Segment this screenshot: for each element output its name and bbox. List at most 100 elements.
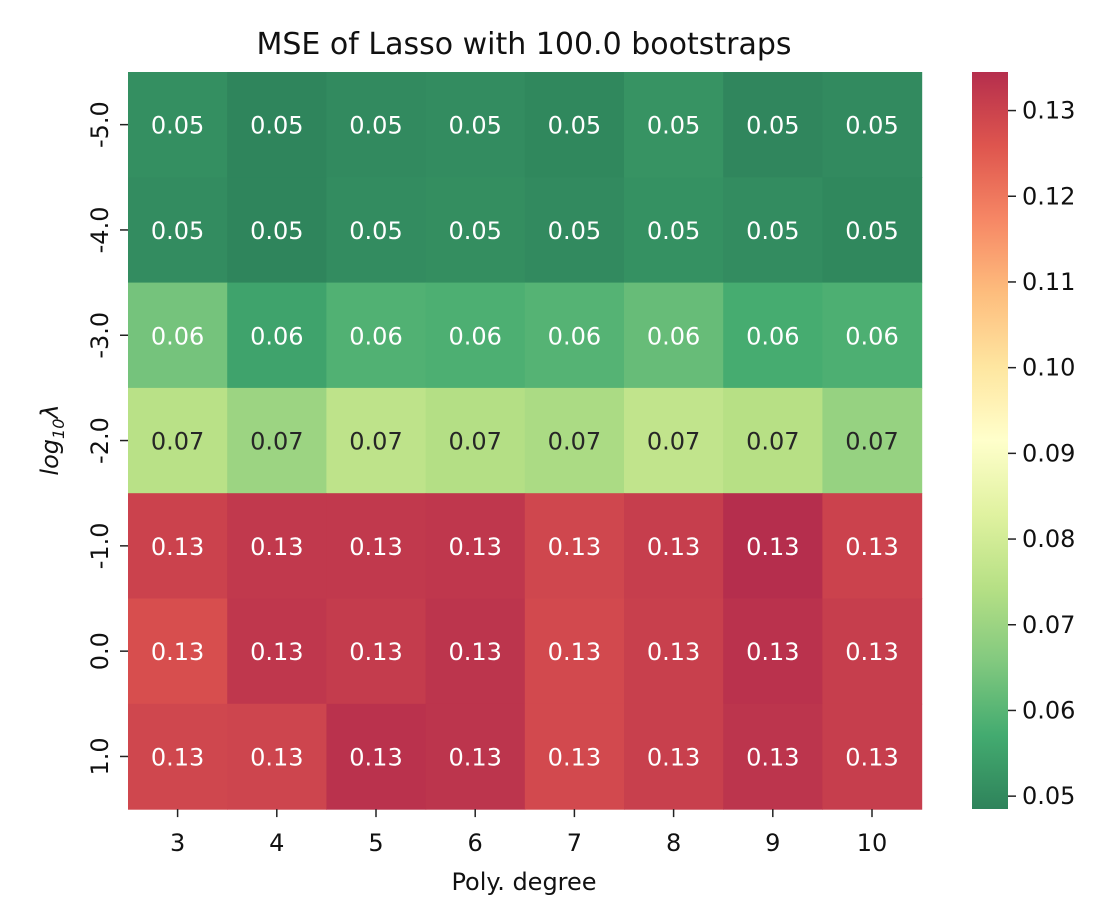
heatmap-cell [425, 703, 526, 810]
cell-value-label: 0.05 [647, 217, 700, 245]
heatmap-cell [822, 387, 923, 494]
cell-value-label: 0.07 [548, 428, 601, 456]
heatmap-cell [723, 493, 823, 600]
heatmap-cell [128, 72, 228, 178]
cell-value-label: 0.13 [647, 533, 700, 561]
colorbar-tick-label: 0.08 [1022, 525, 1075, 553]
heatmap-cell [425, 387, 526, 494]
x-tick-label: 9 [765, 829, 780, 857]
cell-value-label: 0.06 [448, 322, 501, 350]
heatmap-cell [822, 598, 923, 705]
x-axis-label: Poly. degree [451, 868, 596, 896]
x-tick-label: 10 [857, 829, 888, 857]
cell-value-label: 0.05 [746, 112, 799, 140]
cell-value-label: 0.13 [151, 533, 204, 561]
heatmap-cell [128, 598, 228, 705]
y-tick-label: 0.0 [86, 632, 114, 670]
y-tick-label: 1.0 [86, 737, 114, 775]
heatmap-cell [723, 177, 823, 284]
colorbar-tick-label: 0.07 [1022, 611, 1075, 639]
heatmap-cell [822, 703, 923, 810]
x-tick-label: 4 [269, 829, 284, 857]
heatmap-cell [227, 598, 327, 705]
cell-value-label: 0.07 [845, 428, 898, 456]
cell-value-label: 0.06 [151, 322, 204, 350]
heatmap-cell [326, 387, 427, 494]
heatmap-cell [822, 177, 923, 284]
cell-value-label: 0.05 [349, 112, 402, 140]
x-tick-label: 5 [368, 829, 383, 857]
heatmap-cell [624, 493, 724, 600]
heatmap-cell [723, 387, 823, 494]
colorbar: 0.05 0.06 0.07 0.08 0.09 0.10 0.11 0.12 0.13 [972, 72, 1075, 810]
heatmap-cell [128, 493, 228, 600]
cell-value-label: 0.05 [151, 112, 204, 140]
cell-value-label: 0.05 [647, 112, 700, 140]
heatmap-cell [227, 493, 327, 600]
x-axis: 3 4 5 6 7 8 9 10 [170, 809, 887, 857]
heatmap-cell [624, 72, 724, 178]
heatmap-cell [624, 387, 724, 494]
x-tick-label: 3 [170, 829, 185, 857]
cell-value-label: 0.13 [845, 743, 898, 771]
cell-value-label: 0.13 [448, 533, 501, 561]
heatmap-cell-labels: 0.05 0.05 0.05 0.05 0.05 0.05 0.05 0.05 0.05 0.05… [151, 112, 899, 772]
cell-value-label: 0.13 [250, 638, 303, 666]
heatmap-cell [425, 72, 526, 178]
cell-value-label: 0.06 [548, 322, 601, 350]
cell-value-label: 0.13 [548, 533, 601, 561]
heatmap-cell [326, 598, 427, 705]
cell-value-label: 0.13 [746, 743, 799, 771]
x-tick-label: 7 [567, 829, 582, 857]
heatmap-cell [326, 703, 427, 810]
cell-value-label: 0.13 [349, 533, 402, 561]
heatmap-cell [425, 282, 526, 389]
heatmap-cell [822, 72, 923, 178]
heatmap-cell [128, 282, 228, 389]
y-tick-label: -5.0 [86, 101, 114, 148]
cell-value-label: 0.05 [250, 217, 303, 245]
heatmap-cell [723, 703, 823, 810]
cell-value-label: 0.05 [250, 112, 303, 140]
colorbar-tick-label: 0.10 [1022, 354, 1075, 382]
cell-value-label: 0.13 [349, 638, 402, 666]
heatmap-cell [227, 387, 327, 494]
y-tick-label: -2.0 [86, 417, 114, 464]
y-tick-label: -4.0 [86, 207, 114, 254]
colorbar-tick-label: 0.09 [1022, 439, 1075, 467]
colorbar-tick-label: 0.12 [1022, 182, 1075, 210]
cell-value-label: 0.07 [647, 428, 700, 456]
heatmap-cell [326, 493, 427, 600]
heatmap-cell [326, 72, 427, 178]
cell-value-label: 0.07 [746, 428, 799, 456]
colorbar-tick-label: 0.11 [1022, 268, 1075, 296]
cell-value-label: 0.05 [845, 112, 898, 140]
y-axis-label: log10λ [36, 404, 68, 475]
heatmap-cell [624, 282, 724, 389]
cell-value-label: 0.13 [151, 743, 204, 771]
cell-value-label: 0.13 [151, 638, 204, 666]
cell-value-label: 0.07 [250, 428, 303, 456]
cell-value-label: 0.13 [349, 743, 402, 771]
heatmap-cell [524, 282, 625, 389]
heatmap-cell [822, 282, 923, 389]
cell-value-label: 0.05 [548, 112, 601, 140]
cell-value-label: 0.05 [349, 217, 402, 245]
heatmap-cell [227, 282, 327, 389]
cell-value-label: 0.13 [845, 638, 898, 666]
cell-value-label: 0.07 [448, 428, 501, 456]
cell-value-label: 0.05 [845, 217, 898, 245]
heatmap-cell [624, 703, 724, 810]
cell-value-label: 0.13 [548, 638, 601, 666]
cell-value-label: 0.05 [448, 112, 501, 140]
y-tick-label: -1.0 [86, 522, 114, 569]
heatmap-cell [425, 598, 526, 705]
heatmap-cell [128, 387, 228, 494]
colorbar-tick-label: 0.06 [1022, 696, 1075, 724]
cell-value-label: 0.05 [151, 217, 204, 245]
cell-value-label: 0.06 [746, 322, 799, 350]
x-tick-label: 8 [666, 829, 681, 857]
colorbar-ticks: 0.05 0.06 0.07 0.08 0.09 0.10 0.11 0.12 0.13 [1008, 97, 1075, 810]
heatmap-cell [128, 703, 228, 810]
